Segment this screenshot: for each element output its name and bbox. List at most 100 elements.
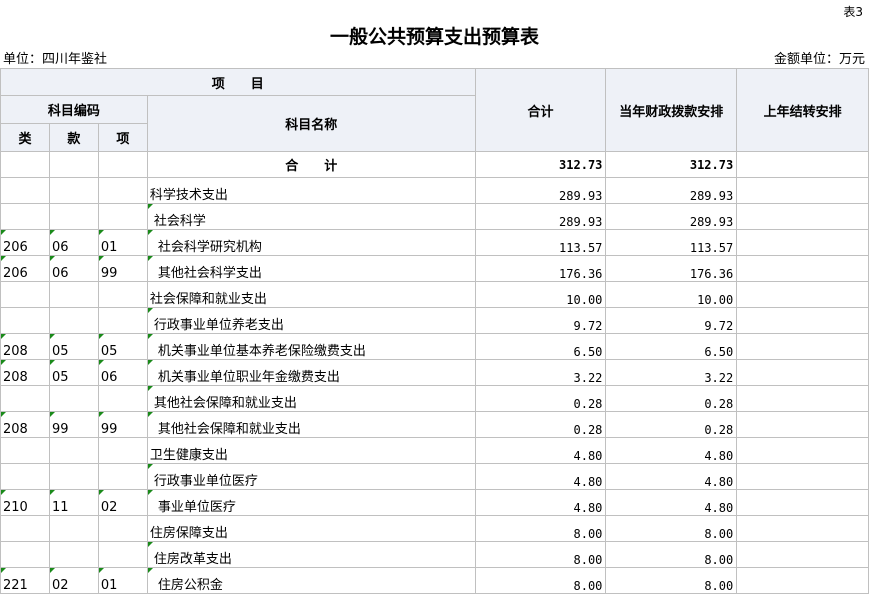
total-cell[interactable]: 113.57 bbox=[474, 229, 607, 256]
total-cell[interactable]: 8.00 bbox=[474, 541, 607, 568]
carryover-cell[interactable] bbox=[736, 203, 869, 230]
code-kuan-cell[interactable]: 05 bbox=[48, 359, 99, 386]
current-cell[interactable]: 9.72 bbox=[605, 307, 738, 334]
subject-name-cell[interactable]: 社会保障和就业支出 bbox=[146, 281, 476, 308]
subject-name-cell[interactable]: 事业单位医疗 bbox=[146, 489, 476, 516]
code-kuan-cell[interactable] bbox=[48, 385, 99, 412]
code-xiang-cell[interactable]: 99 bbox=[97, 411, 148, 438]
current-cell[interactable]: 6.50 bbox=[605, 333, 738, 360]
code-lei-cell[interactable] bbox=[0, 385, 50, 412]
code-xiang-cell[interactable] bbox=[97, 307, 148, 334]
carryover-cell[interactable] bbox=[736, 281, 869, 308]
current-cell[interactable]: 0.28 bbox=[605, 385, 738, 412]
subject-name-cell[interactable]: 机关事业单位基本养老保险缴费支出 bbox=[146, 333, 476, 360]
code-xiang-cell[interactable]: 01 bbox=[97, 229, 148, 256]
code-kuan-cell[interactable]: 02 bbox=[48, 567, 99, 594]
code-xiang-cell[interactable]: 01 bbox=[97, 567, 148, 594]
current-cell[interactable]: 8.00 bbox=[605, 515, 738, 542]
carryover-cell[interactable] bbox=[736, 177, 869, 204]
current-cell[interactable]: 3.22 bbox=[605, 359, 738, 386]
subject-name-cell[interactable]: 行政事业单位养老支出 bbox=[146, 307, 476, 334]
carryover-cell[interactable] bbox=[736, 541, 869, 568]
code-kuan-cell[interactable]: 99 bbox=[48, 411, 99, 438]
subject-name-cell[interactable]: 其他社会科学支出 bbox=[146, 255, 476, 282]
carryover-cell[interactable] bbox=[736, 567, 869, 594]
code-xiang-cell[interactable] bbox=[97, 463, 148, 490]
current-cell[interactable]: 10.00 bbox=[605, 281, 738, 308]
carryover-cell[interactable] bbox=[736, 411, 869, 438]
code-lei-cell[interactable] bbox=[0, 307, 50, 334]
total-cell[interactable]: 0.28 bbox=[474, 411, 607, 438]
code-xiang-cell[interactable]: 06 bbox=[97, 359, 148, 386]
carryover-cell[interactable] bbox=[736, 307, 869, 334]
code-kuan-cell[interactable] bbox=[48, 463, 99, 490]
carryover-cell[interactable] bbox=[736, 333, 869, 360]
current-cell[interactable]: 4.80 bbox=[605, 437, 738, 464]
code-kuan-cell[interactable] bbox=[48, 177, 99, 204]
total-cell[interactable]: 3.22 bbox=[474, 359, 607, 386]
code-kuan-cell[interactable] bbox=[48, 515, 99, 542]
carryover-cell[interactable] bbox=[736, 229, 869, 256]
carryover-cell[interactable] bbox=[736, 437, 869, 464]
total-cell[interactable]: 8.00 bbox=[474, 567, 607, 594]
code-lei-cell[interactable]: 206 bbox=[0, 229, 50, 256]
subject-name-cell[interactable]: 其他社会保障和就业支出 bbox=[146, 385, 476, 412]
current-cell[interactable]: 8.00 bbox=[605, 541, 738, 568]
code-lei-cell[interactable] bbox=[0, 437, 50, 464]
code-lei-cell[interactable] bbox=[0, 177, 50, 204]
subject-name-cell[interactable]: 其他社会保障和就业支出 bbox=[146, 411, 476, 438]
code-xiang-cell[interactable] bbox=[97, 281, 148, 308]
code-kuan-cell[interactable] bbox=[48, 541, 99, 568]
code-xiang-cell[interactable] bbox=[97, 541, 148, 568]
code-kuan-cell[interactable]: 06 bbox=[48, 255, 99, 282]
code-kuan-cell[interactable] bbox=[48, 437, 99, 464]
current-cell[interactable]: 4.80 bbox=[605, 463, 738, 490]
code-kuan-cell[interactable]: 06 bbox=[48, 229, 99, 256]
code-lei-cell[interactable]: 206 bbox=[0, 255, 50, 282]
subject-name-cell[interactable]: 住房公积金 bbox=[146, 567, 476, 594]
code-kuan-cell[interactable] bbox=[48, 203, 99, 230]
total-cell[interactable]: 176.36 bbox=[474, 255, 607, 282]
carryover-cell[interactable] bbox=[736, 255, 869, 282]
current-cell[interactable]: 8.00 bbox=[605, 567, 738, 594]
code-xiang-cell[interactable]: 05 bbox=[97, 333, 148, 360]
code-lei-cell[interactable] bbox=[0, 541, 50, 568]
code-xiang-cell[interactable] bbox=[97, 385, 148, 412]
subject-name-cell[interactable]: 行政事业单位医疗 bbox=[146, 463, 476, 490]
total-cell[interactable]: 4.80 bbox=[474, 437, 607, 464]
code-kuan-cell[interactable] bbox=[48, 307, 99, 334]
carryover-cell[interactable] bbox=[736, 515, 869, 542]
total-cell[interactable]: 10.00 bbox=[474, 281, 607, 308]
carryover-cell[interactable] bbox=[736, 385, 869, 412]
code-xiang-cell[interactable] bbox=[97, 515, 148, 542]
subject-name-cell[interactable]: 住房改革支出 bbox=[146, 541, 476, 568]
code-kuan-cell[interactable] bbox=[48, 281, 99, 308]
code-kuan-cell[interactable]: 11 bbox=[48, 489, 99, 516]
current-cell[interactable]: 289.93 bbox=[605, 203, 738, 230]
code-lei-cell[interactable]: 208 bbox=[0, 411, 50, 438]
total-cell[interactable]: 8.00 bbox=[474, 515, 607, 542]
code-kuan-cell[interactable]: 05 bbox=[48, 333, 99, 360]
carryover-cell[interactable] bbox=[736, 489, 869, 516]
total-cell[interactable]: 4.80 bbox=[474, 489, 607, 516]
code-xiang-cell[interactable] bbox=[97, 177, 148, 204]
total-cell[interactable]: 4.80 bbox=[474, 463, 607, 490]
total-cell[interactable]: 289.93 bbox=[474, 177, 607, 204]
carryover-cell[interactable] bbox=[736, 359, 869, 386]
code-lei-cell[interactable] bbox=[0, 203, 50, 230]
subject-name-cell[interactable]: 机关事业单位职业年金缴费支出 bbox=[146, 359, 476, 386]
code-xiang-cell[interactable] bbox=[97, 203, 148, 230]
total-cell[interactable]: 0.28 bbox=[474, 385, 607, 412]
code-lei-cell[interactable]: 210 bbox=[0, 489, 50, 516]
code-lei-cell[interactable]: 221 bbox=[0, 567, 50, 594]
code-xiang-cell[interactable]: 02 bbox=[97, 489, 148, 516]
current-cell[interactable]: 289.93 bbox=[605, 177, 738, 204]
code-lei-cell[interactable] bbox=[0, 515, 50, 542]
code-lei-cell[interactable]: 208 bbox=[0, 359, 50, 386]
subject-name-cell[interactable]: 卫生健康支出 bbox=[146, 437, 476, 464]
subject-name-cell[interactable]: 住房保障支出 bbox=[146, 515, 476, 542]
current-cell[interactable]: 4.80 bbox=[605, 489, 738, 516]
total-cell[interactable]: 6.50 bbox=[474, 333, 607, 360]
subject-name-cell[interactable]: 科学技术支出 bbox=[146, 177, 476, 204]
code-xiang-cell[interactable] bbox=[97, 437, 148, 464]
